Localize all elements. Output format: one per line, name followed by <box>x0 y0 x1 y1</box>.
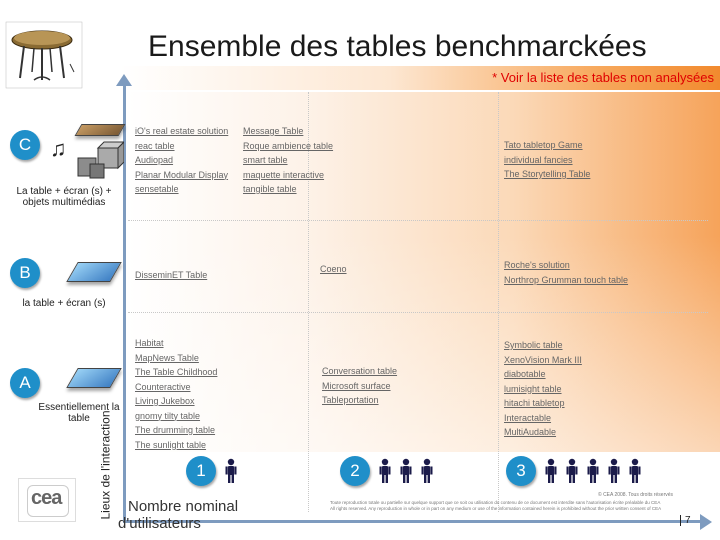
level-c-badge: C <box>10 130 40 160</box>
table-name-item[interactable]: Message Table <box>243 126 304 136</box>
table-name-item[interactable]: smart table <box>243 155 288 165</box>
table-screen-tile-icon <box>66 368 122 388</box>
level-b-badge: B <box>10 258 40 288</box>
grid-line <box>498 92 499 512</box>
table-name-item[interactable]: Roque ambience table <box>243 140 334 151</box>
x-axis-arrow <box>700 514 712 530</box>
person-icon <box>400 458 412 484</box>
table-name-item[interactable]: Northrop Grumman touch table <box>504 274 629 285</box>
table-name-item[interactable]: Tato tabletop Game <box>504 140 583 150</box>
table-name-item[interactable]: Interactable <box>504 412 552 423</box>
table-name-item[interactable]: maquette interactive <box>243 169 325 180</box>
table-name-item[interactable]: MultiAudable <box>504 427 557 437</box>
table-name-item[interactable]: Roche's solution <box>504 260 570 270</box>
cea-logo: cea <box>18 478 76 522</box>
y-axis <box>123 82 126 522</box>
person-icon <box>587 458 599 484</box>
person-icon <box>608 458 620 484</box>
user-group-3: 3 <box>506 456 641 486</box>
table-tile-icon <box>74 124 126 136</box>
table-name-item[interactable]: The sunlight table <box>135 439 207 450</box>
cell-a-3-list: Symbolic table XenoVision Mark III diabota… <box>504 338 582 440</box>
table-name-item[interactable]: individual fancies <box>504 154 573 165</box>
table-name-item[interactable]: Counteractive <box>135 381 191 392</box>
table-name-item[interactable]: Microsoft surface <box>322 380 391 391</box>
table-name-item[interactable]: sensetable <box>135 184 179 194</box>
person-icon <box>566 458 578 484</box>
table-name-item[interactable]: Audiopad <box>135 155 174 165</box>
person-icon <box>225 458 237 484</box>
table-name-item[interactable]: The drumming table <box>135 425 216 435</box>
table-name-item[interactable]: The Table Childhood <box>135 367 218 377</box>
music-note-icon: ♫ <box>50 136 67 161</box>
cell-b-2-list: Coeno <box>320 262 347 277</box>
person-icon <box>545 458 557 484</box>
grid-line <box>308 92 309 512</box>
user-count-badge: 2 <box>340 456 370 486</box>
note-banner <box>120 66 720 90</box>
cell-c-3-list: Tato tabletop Game individual fancies The … <box>504 138 590 182</box>
cell-c-1-list: iO's real estate solution reac table Audio… <box>135 124 228 197</box>
y-axis-arrow <box>116 74 132 86</box>
table-name-item[interactable]: gnomy tilty table <box>135 410 201 421</box>
table-name-item[interactable]: lumisight table <box>504 383 562 394</box>
table-name-item[interactable]: Symbolic table <box>504 340 563 350</box>
cell-b-3-list: Roche's solution Northrop Grumman touch t… <box>504 258 628 287</box>
table-name-item[interactable]: iO's real estate solution <box>135 126 229 136</box>
user-count-badge: 1 <box>186 456 216 486</box>
table-name-item[interactable]: Habitat <box>135 338 164 348</box>
page-title: Ensemble des tables benchmarckées <box>148 30 647 63</box>
table-name-item[interactable]: tangible table <box>243 184 297 194</box>
person-icon <box>379 458 391 484</box>
table-name-item[interactable]: Conversation table <box>322 366 398 376</box>
level-a-label: Essentiellement la table <box>38 402 120 424</box>
page-number: 7 <box>680 515 691 526</box>
table-name-item[interactable]: DisseminET Table <box>135 270 208 280</box>
x-axis-label: Nombre nominal d'utilisateurs <box>118 498 239 532</box>
table-name-item[interactable]: reac table <box>135 140 175 151</box>
table-name-item[interactable]: Planar Modular Display <box>135 169 229 180</box>
copyright: © CEA 2008. Tous droits réservés <box>598 492 674 498</box>
multimedia-boxes-icon <box>76 140 126 187</box>
unanalysed-tables-note[interactable]: * Voir la liste des tables non analysées <box>492 70 714 85</box>
cell-a-2-list: Conversation table Microsoft surface Table… <box>322 364 397 408</box>
table-name-item[interactable]: The Storytelling Table <box>504 169 591 179</box>
level-a-badge: A <box>10 368 40 398</box>
disclaimer-en: All rights reserved. Any reproduction in… <box>330 506 662 511</box>
disclaimer-fr: Toute reproduction totale ou partielle s… <box>330 500 661 505</box>
person-icon <box>421 458 433 484</box>
cell-c-1-list-2: Message Table Roque ambience table smart t… <box>243 124 333 197</box>
person-icon <box>629 458 641 484</box>
level-b-label: la table + écran (s) <box>22 298 106 309</box>
cell-b-1-list: DisseminET Table <box>135 268 207 283</box>
x-axis <box>123 520 703 523</box>
grid-line <box>128 312 708 313</box>
level-c-label: La table + écran (s) + objets multimédia… <box>16 186 112 208</box>
table-screen-tile-icon <box>66 262 122 282</box>
table-name-item[interactable]: MapNews Table <box>135 352 199 363</box>
table-logo <box>4 20 84 90</box>
table-name-item[interactable]: hitachi tabletop <box>504 398 565 408</box>
table-name-item[interactable]: Tableportation <box>322 395 379 405</box>
user-group-1: 1 <box>186 456 237 486</box>
table-name-item[interactable]: diabotable <box>504 369 546 379</box>
user-group-2: 2 <box>340 456 433 486</box>
grid-line <box>128 220 708 221</box>
table-name-item[interactable]: Living Jukebox <box>135 396 195 406</box>
user-count-badge: 3 <box>506 456 536 486</box>
table-name-item[interactable]: Coeno <box>320 264 347 274</box>
cell-a-1-list: Habitat MapNews Table The Table Childhood C… <box>135 336 217 452</box>
table-name-item[interactable]: XenoVision Mark III <box>504 354 582 365</box>
